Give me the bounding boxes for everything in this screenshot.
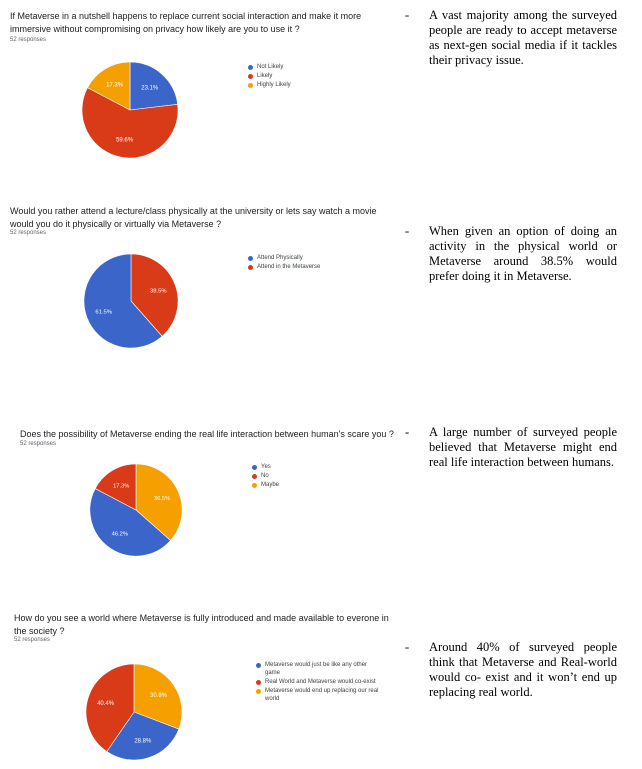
note-2: - When given an option of doing an activ…	[405, 224, 630, 294]
legend-swatch	[252, 464, 257, 470]
legend-swatch	[256, 688, 261, 694]
note-text: A vast majority among the surveyed peopl…	[429, 8, 617, 67]
chart-title: Does the possibility of Metaverse ending…	[20, 429, 394, 439]
legend-label: Highly Likely	[257, 82, 291, 88]
legend-swatch	[252, 473, 257, 479]
legend-label: Not Likely	[257, 64, 284, 70]
chart-title: How do you see a world where Metaverse i…	[14, 613, 389, 636]
note-text: A large number of surveyed people believ…	[429, 425, 617, 469]
pie-slice	[89, 488, 171, 557]
legend-swatch	[248, 82, 253, 88]
note-1: - A vast majority among the surveyed peo…	[405, 8, 630, 78]
slice-label: 28.8%	[134, 738, 152, 744]
slice-label: 23.1%	[141, 86, 159, 92]
legend-item: Attend in the Metaverse	[248, 263, 378, 271]
note-text: When given an option of doing an activit…	[429, 224, 617, 283]
slice-label: 30.8%	[150, 693, 168, 699]
legend: Attend Physically Attend in the Metavers…	[248, 254, 378, 272]
legend-label: Likely	[257, 73, 273, 79]
slice-label: 61.5%	[95, 309, 112, 315]
chart-title: Would you rather attend a lecture/class …	[10, 206, 377, 229]
legend-item: Likely	[248, 72, 378, 80]
pie-slice	[87, 61, 131, 111]
bullet-dash: -	[405, 640, 410, 654]
legend-swatch	[248, 255, 253, 261]
legend-swatch	[248, 264, 253, 270]
slice-label: 40.4%	[97, 701, 115, 707]
slice-label: 17.3%	[106, 83, 124, 89]
slice-label: 38.5%	[150, 289, 167, 295]
legend-label: No	[261, 473, 269, 479]
slice-label: 17.3%	[113, 483, 129, 489]
legend-swatch	[256, 662, 261, 668]
pie-slice	[94, 463, 137, 511]
responses-count: 52 responses	[14, 637, 51, 643]
legend: Yes No Maybe	[252, 463, 382, 490]
legend: Not Likely Likely Highly Likely	[248, 63, 378, 90]
chart-title: If Metaverse in a nutshell happens to re…	[10, 11, 362, 34]
legend-item: No	[252, 472, 382, 480]
pie-chart: 30.8% 28.8% 40.4%	[85, 663, 183, 761]
legend-swatch	[256, 679, 261, 685]
legend-item: Attend Physically	[248, 254, 378, 262]
slice-label: 36.5%	[154, 496, 170, 502]
note-3: - A large number of surveyed people beli…	[405, 425, 630, 485]
legend-swatch	[248, 64, 253, 70]
bullet-dash: -	[405, 425, 410, 439]
legend-item: Metaverse would end up replacing our rea…	[256, 687, 381, 703]
slice-label: 59.6%	[116, 137, 134, 143]
legend-item: Highly Likely	[248, 81, 378, 89]
note-4: - Around 40% of surveyed people think th…	[405, 640, 630, 710]
legend-item: Yes	[252, 463, 382, 471]
responses-count: 52 responses	[20, 441, 57, 447]
pie-chart: 36.5% 46.2% 17.3%	[89, 463, 183, 557]
legend-label: Maybe	[261, 482, 280, 488]
legend-item: Real World and Metaverse would co-exist	[256, 678, 381, 686]
legend-label: Attend Physically	[257, 255, 303, 261]
legend-label: Attend in the Metaverse	[257, 264, 321, 270]
pie-chart: 38.5% 61.5%	[83, 253, 179, 349]
responses-count: 52 responses	[10, 37, 47, 43]
legend-swatch	[252, 482, 257, 488]
pie-slice	[130, 253, 179, 337]
bullet-dash: -	[405, 8, 410, 22]
pie-slice	[129, 61, 178, 111]
legend-label: Real World and Metaverse would co-exist	[265, 679, 376, 685]
legend-swatch	[248, 73, 253, 79]
legend-item: Metaverse would just be like any other g…	[256, 661, 381, 677]
note-text: Around 40% of surveyed people think that…	[429, 640, 617, 699]
bullet-dash: -	[405, 224, 410, 238]
pie-slice	[85, 663, 135, 752]
pie-slice	[81, 87, 179, 159]
slice-label: 46.2%	[112, 531, 128, 537]
pie-slice	[133, 663, 183, 730]
legend-label: Metaverse would just be like any other g…	[265, 662, 368, 676]
pie-slice	[135, 463, 183, 541]
pie-slice	[106, 711, 180, 761]
legend-item: Maybe	[252, 481, 382, 489]
responses-count: 52 responses	[10, 230, 47, 236]
legend-label: Yes	[261, 464, 271, 470]
legend-item: Not Likely	[248, 63, 378, 71]
pie-chart: 23.1% 59.6% 17.3%	[81, 61, 179, 159]
pie-slice	[83, 253, 163, 349]
legend: Metaverse would just be like any other g…	[256, 661, 381, 704]
legend-label: Metaverse would end up replacing our rea…	[265, 688, 379, 702]
